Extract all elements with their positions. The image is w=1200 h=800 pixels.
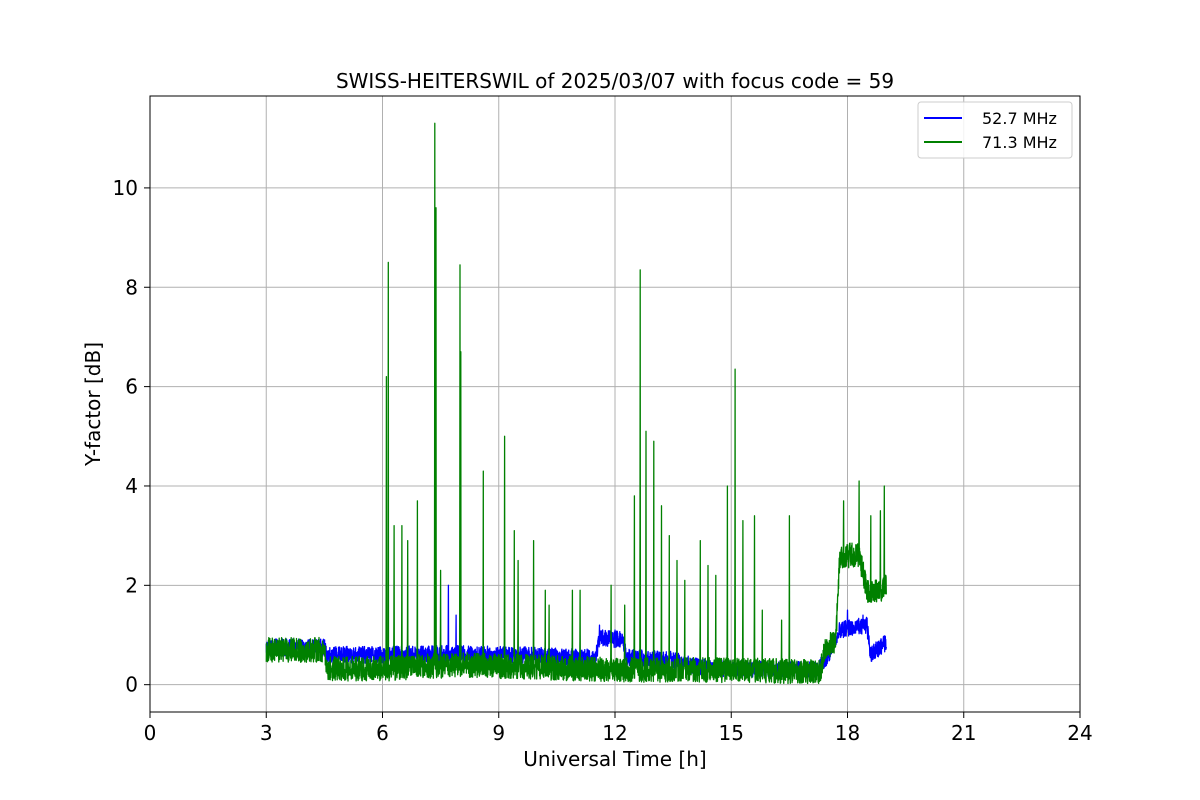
y-tick-label: 8 xyxy=(125,275,138,299)
x-tick-label: 0 xyxy=(144,721,157,745)
x-tick-label: 15 xyxy=(719,721,744,745)
y-tick-label: 2 xyxy=(125,573,138,597)
y-axis-label: Y-factor [dB] xyxy=(81,342,105,467)
x-tick-label: 18 xyxy=(835,721,860,745)
x-tick-label: 21 xyxy=(951,721,976,745)
legend: 52.7 MHz 71.3 MHz xyxy=(917,101,1073,159)
legend-box xyxy=(917,101,1073,159)
y-tick-label: 10 xyxy=(113,176,138,200)
y-tick-label: 0 xyxy=(125,673,138,697)
series-layer xyxy=(265,122,887,685)
x-axis-label: Universal Time [h] xyxy=(523,747,706,771)
chart-title: SWISS-HEITERSWIL of 2025/03/07 with focu… xyxy=(336,69,894,93)
x-tick-label: 9 xyxy=(492,721,505,745)
x-tick-label: 24 xyxy=(1067,721,1092,745)
x-tick-label: 12 xyxy=(602,721,627,745)
series-line-71-3-mhz xyxy=(265,122,887,685)
legend-label-52-7-mhz: 52.7 MHz xyxy=(982,109,1057,128)
x-tick-label: 3 xyxy=(260,721,273,745)
y-tick-label: 6 xyxy=(125,375,138,399)
legend-label-71-3-mhz: 71.3 MHz xyxy=(982,133,1057,152)
y-tick-label: 4 xyxy=(125,474,138,498)
x-tick-label: 6 xyxy=(376,721,389,745)
